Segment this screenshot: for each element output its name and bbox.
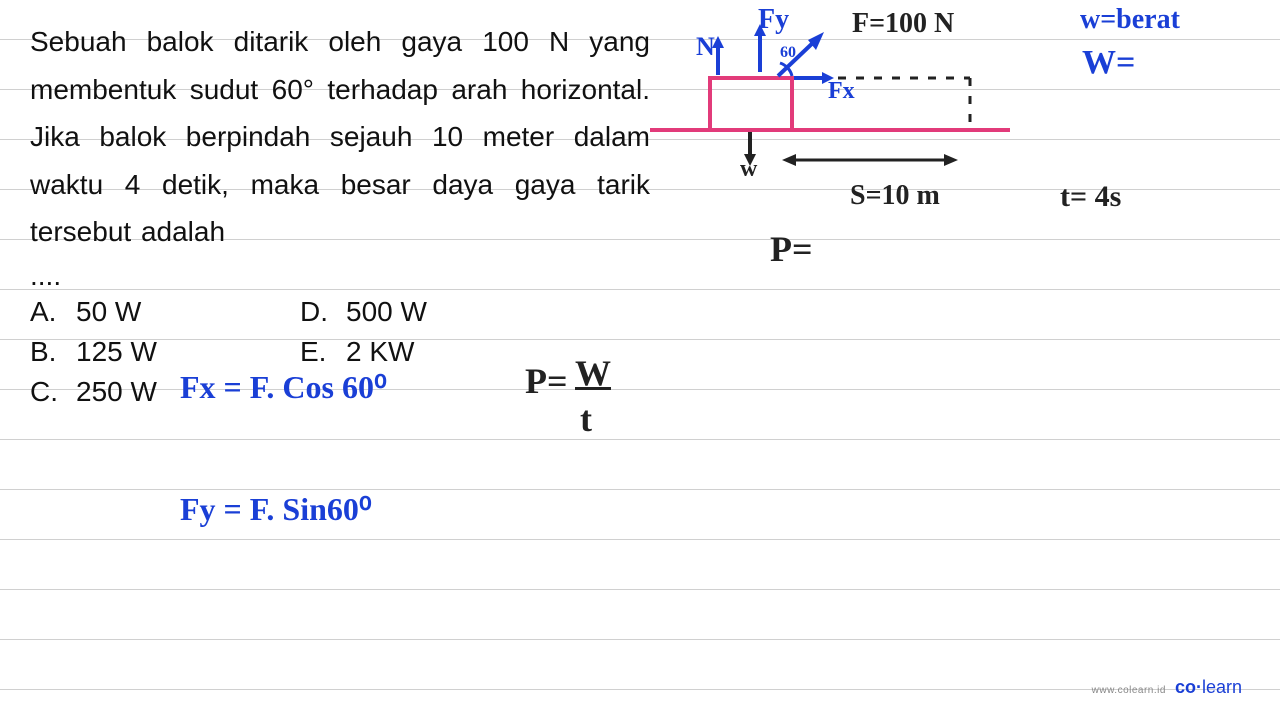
- option-a-value: 50 W: [76, 296, 141, 328]
- option-c: C.250 W: [30, 376, 300, 408]
- handwriting-fy: Fy = F. Sin60⁰: [180, 490, 372, 528]
- option-a: A.50 W: [30, 296, 300, 328]
- options-grid: A.50 W D.500 W B.125 W E.2 KW C.250 W: [30, 296, 650, 408]
- option-d: D.500 W: [300, 296, 560, 328]
- question-ellipsis: ....: [30, 260, 650, 292]
- content-area: Sebuah balok ditarik oleh gaya 100 N yan…: [0, 0, 1280, 426]
- option-d-value: 500 W: [346, 296, 427, 328]
- footer-learn: learn: [1202, 677, 1242, 697]
- option-c-value: 250 W: [76, 376, 157, 408]
- question-text: Sebuah balok ditarik oleh gaya 100 N yan…: [30, 18, 650, 256]
- option-b: B.125 W: [30, 336, 300, 368]
- option-e: E.2 KW: [300, 336, 560, 368]
- question-block: Sebuah balok ditarik oleh gaya 100 N yan…: [30, 18, 650, 408]
- option-b-value: 125 W: [76, 336, 157, 368]
- option-e-value: 2 KW: [346, 336, 414, 368]
- footer-brand: www.colearn.id co·learn: [1092, 677, 1242, 698]
- footer-url: www.colearn.id: [1092, 685, 1166, 696]
- footer-co: co: [1175, 677, 1196, 697]
